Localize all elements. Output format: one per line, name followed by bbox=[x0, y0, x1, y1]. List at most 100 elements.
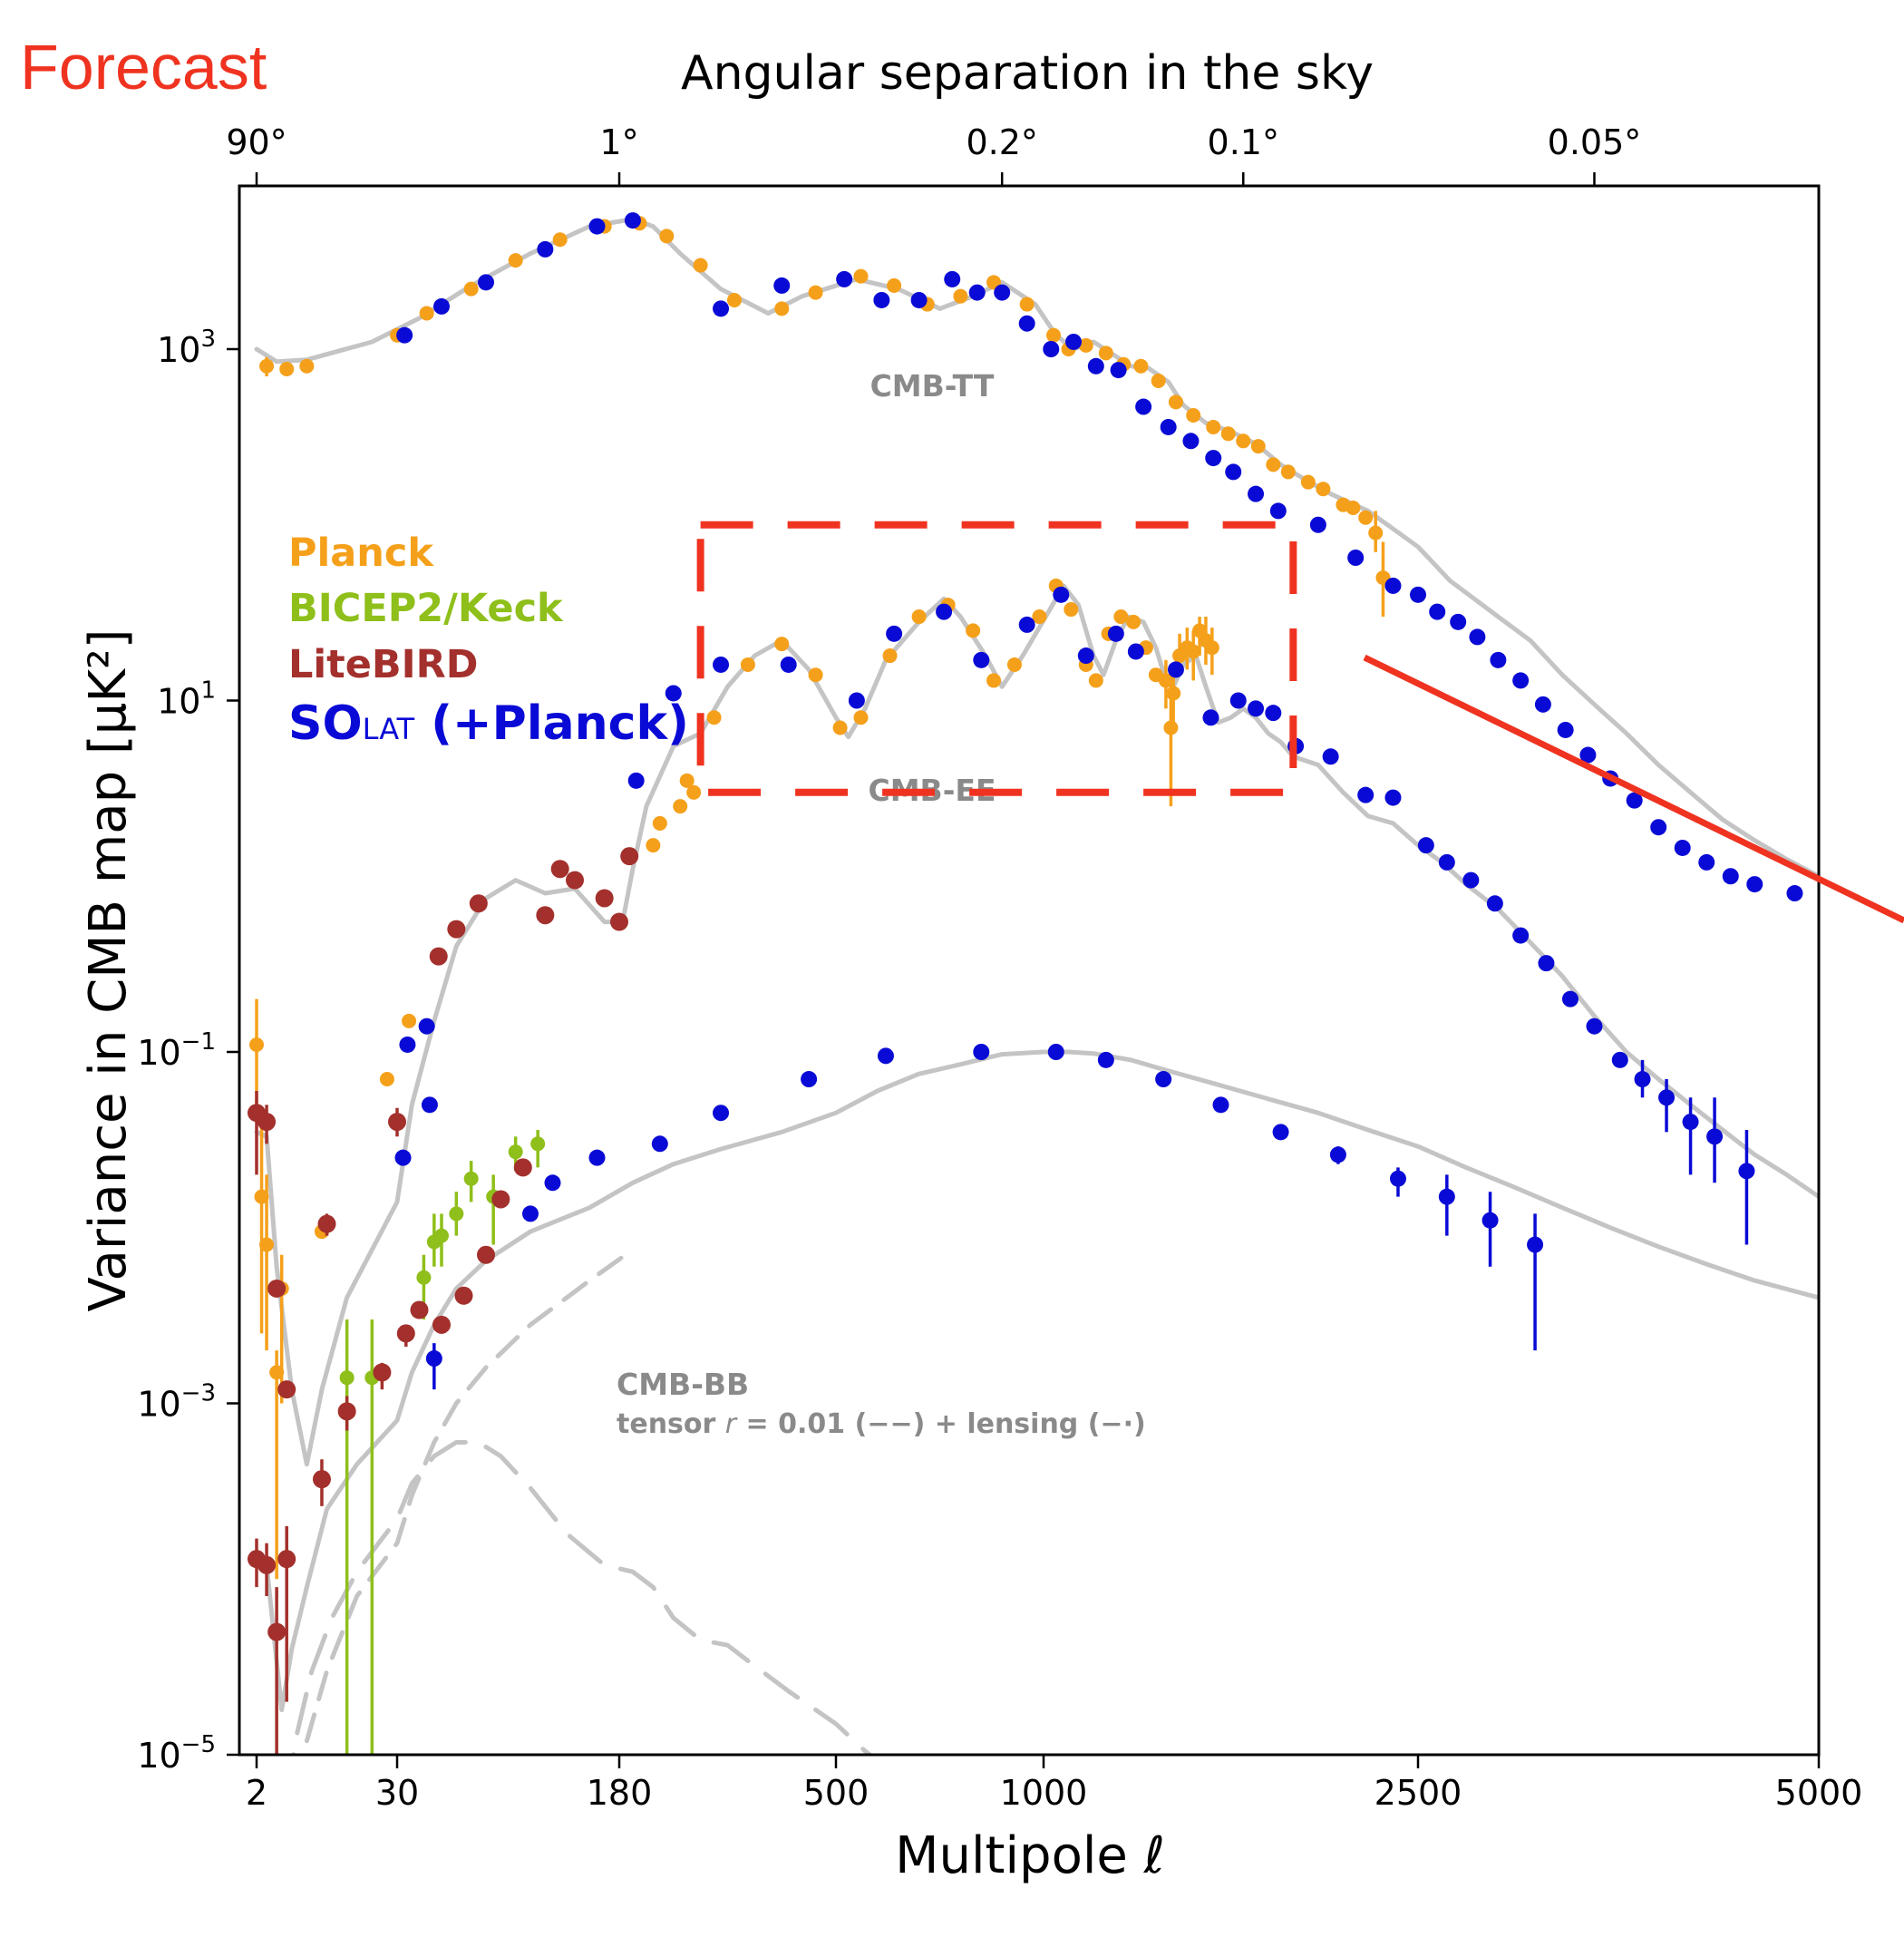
data-point bbox=[1220, 426, 1236, 442]
data-point bbox=[1163, 720, 1179, 735]
data-point bbox=[1384, 577, 1402, 594]
data-point bbox=[279, 361, 295, 376]
data-point bbox=[595, 889, 614, 908]
data-point bbox=[1329, 1146, 1346, 1163]
data-point bbox=[713, 1105, 730, 1122]
data-point bbox=[1018, 616, 1035, 633]
data-point bbox=[1322, 748, 1339, 765]
data-point bbox=[1088, 673, 1103, 688]
data-point bbox=[491, 1190, 510, 1209]
data-point bbox=[610, 912, 628, 931]
data-point bbox=[1248, 485, 1265, 502]
data-point bbox=[1098, 346, 1113, 361]
data-point bbox=[339, 1370, 355, 1386]
data-point bbox=[1046, 327, 1062, 343]
data-point bbox=[652, 815, 667, 831]
data-point bbox=[259, 358, 275, 374]
data-point bbox=[853, 268, 869, 284]
data-point bbox=[1450, 613, 1467, 630]
y-tick-label: 101 bbox=[157, 677, 216, 722]
data-point bbox=[651, 1135, 668, 1153]
data-point bbox=[801, 1071, 818, 1088]
x-tick-label: 500 bbox=[803, 1773, 869, 1813]
data-point bbox=[536, 906, 555, 925]
legend: Planck BICEP2/Keck LiteBIRD SOLAT (+Plan… bbox=[288, 531, 689, 751]
top-tick-label: 0.2° bbox=[966, 122, 1037, 162]
theory-curve-bb-lensing bbox=[304, 1247, 636, 1744]
data-point bbox=[1586, 1017, 1603, 1035]
data-point bbox=[1212, 1096, 1229, 1114]
data-point bbox=[774, 301, 790, 316]
data-point bbox=[1316, 482, 1331, 497]
data-point bbox=[1674, 839, 1691, 856]
data-point bbox=[249, 1037, 264, 1052]
data-point bbox=[1486, 895, 1503, 912]
data-point bbox=[1018, 315, 1035, 332]
data-point bbox=[659, 229, 675, 244]
series-so-lat-planck bbox=[394, 212, 1803, 1390]
data-point bbox=[1077, 647, 1094, 665]
data-point bbox=[1160, 418, 1177, 435]
data-point bbox=[1650, 819, 1667, 836]
top-tick-label: 0.05° bbox=[1548, 122, 1642, 162]
data-point bbox=[1682, 1114, 1699, 1131]
data-point bbox=[1481, 1212, 1499, 1229]
data-point bbox=[1389, 1170, 1406, 1187]
x-tick-label: 2 bbox=[246, 1773, 267, 1813]
data-point bbox=[1202, 709, 1219, 726]
forecast-label: Forecast bbox=[20, 32, 267, 102]
top-tick-label: 90° bbox=[226, 122, 287, 162]
data-point bbox=[1368, 525, 1384, 540]
data-point bbox=[433, 297, 450, 315]
data-point bbox=[646, 838, 661, 853]
data-point bbox=[1658, 1089, 1676, 1106]
y-tick-label: 10−3 bbox=[137, 1380, 216, 1425]
x-tick-label: 180 bbox=[587, 1773, 653, 1813]
top-axis-title: Angular separation in the sky bbox=[681, 46, 1374, 101]
data-point bbox=[1151, 373, 1166, 388]
data-point bbox=[469, 894, 488, 913]
data-point bbox=[425, 1350, 442, 1368]
data-point bbox=[416, 1270, 432, 1285]
data-point bbox=[832, 720, 848, 735]
data-point bbox=[1357, 786, 1375, 803]
top-tick-label: 0.1° bbox=[1208, 122, 1279, 162]
data-point bbox=[1186, 644, 1201, 659]
data-point bbox=[530, 1136, 546, 1152]
data-point bbox=[1561, 990, 1579, 1008]
theory-curve-bb-total bbox=[254, 1049, 1819, 1712]
data-point bbox=[1047, 1044, 1064, 1060]
y-axis-label: Variance in CMB map [μK²] bbox=[79, 629, 138, 1312]
data-point bbox=[434, 1228, 449, 1243]
data-point bbox=[836, 270, 853, 287]
data-point bbox=[337, 1402, 356, 1421]
series-litebird bbox=[248, 847, 639, 1755]
data-point bbox=[267, 1279, 287, 1298]
data-point bbox=[478, 274, 494, 291]
data-point bbox=[873, 291, 890, 308]
data-point bbox=[1384, 789, 1402, 806]
data-point bbox=[396, 1324, 415, 1343]
data-point bbox=[1155, 1071, 1172, 1088]
plot-frame bbox=[238, 184, 1821, 1757]
highlight-pointer-line bbox=[1363, 654, 1904, 924]
data-point bbox=[421, 1096, 438, 1114]
data-point bbox=[1579, 746, 1597, 764]
data-point bbox=[1300, 474, 1316, 490]
data-point bbox=[1347, 549, 1365, 566]
x-axis-label: Multipole ℓ bbox=[895, 1826, 1165, 1885]
data-point bbox=[1166, 686, 1181, 701]
bb-tensor-label: tensor r = 0.01 (−−) + lensing (−·) bbox=[617, 1408, 1146, 1440]
data-point bbox=[673, 799, 688, 814]
data-point bbox=[552, 232, 568, 248]
data-markers bbox=[248, 212, 1803, 1755]
data-point bbox=[477, 1245, 495, 1264]
data-point bbox=[968, 284, 986, 301]
data-point bbox=[911, 609, 927, 625]
data-point bbox=[419, 306, 434, 321]
data-point bbox=[399, 1036, 416, 1053]
data-point bbox=[508, 253, 523, 268]
data-point bbox=[808, 285, 823, 300]
data-point bbox=[944, 270, 961, 287]
